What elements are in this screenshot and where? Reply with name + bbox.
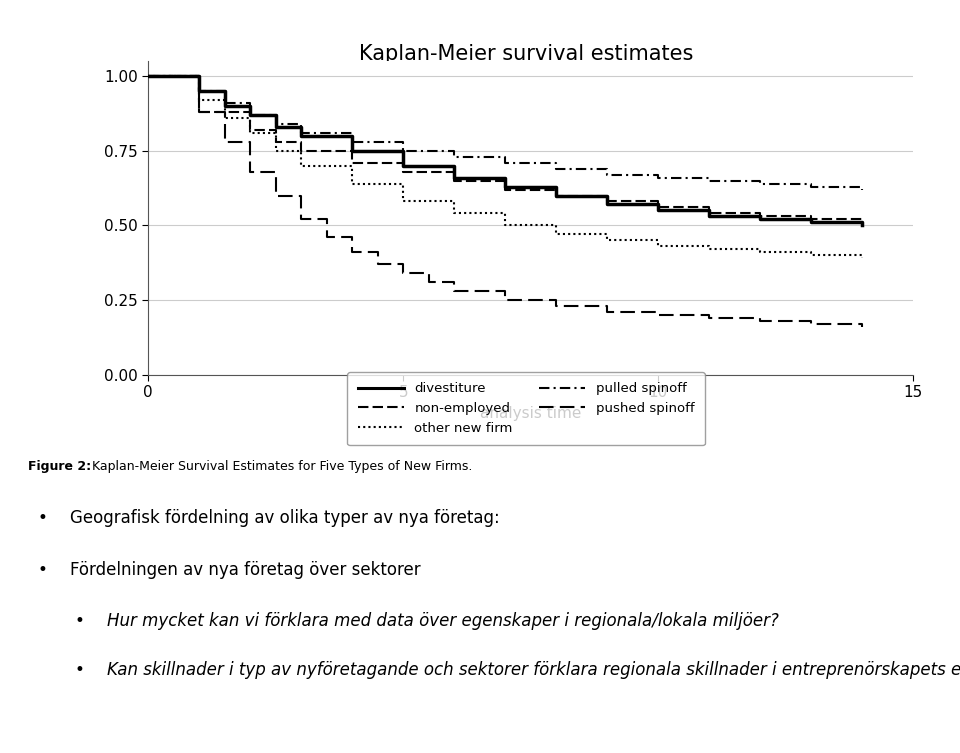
- Text: •: •: [37, 509, 47, 527]
- Text: •: •: [75, 660, 84, 678]
- Text: Kan skillnader i typ av nyföretagande och sektorer förklara regionala skillnader: Kan skillnader i typ av nyföretagande oc…: [107, 660, 960, 678]
- Legend: divestiture, non-employed, other new firm, pulled spinoff, pushed spinoff: divestiture, non-employed, other new fir…: [348, 372, 705, 445]
- Text: Kaplan-Meier survival estimates: Kaplan-Meier survival estimates: [359, 44, 693, 64]
- Text: Figure 2:: Figure 2:: [29, 460, 91, 474]
- Text: Hur mycket kan vi förklara med data över egenskaper i regionala/lokala miljöer?: Hur mycket kan vi förklara med data över…: [107, 612, 779, 630]
- Text: Geografisk fördelning av olika typer av nya företag:: Geografisk fördelning av olika typer av …: [70, 509, 499, 527]
- Text: •: •: [37, 560, 47, 578]
- Text: Fördelningen av nya företag över sektorer: Fördelningen av nya företag över sektore…: [70, 560, 420, 578]
- Text: Kaplan-Meier Survival Estimates for Five Types of New Firms.: Kaplan-Meier Survival Estimates for Five…: [88, 460, 472, 474]
- Text: •: •: [75, 612, 84, 630]
